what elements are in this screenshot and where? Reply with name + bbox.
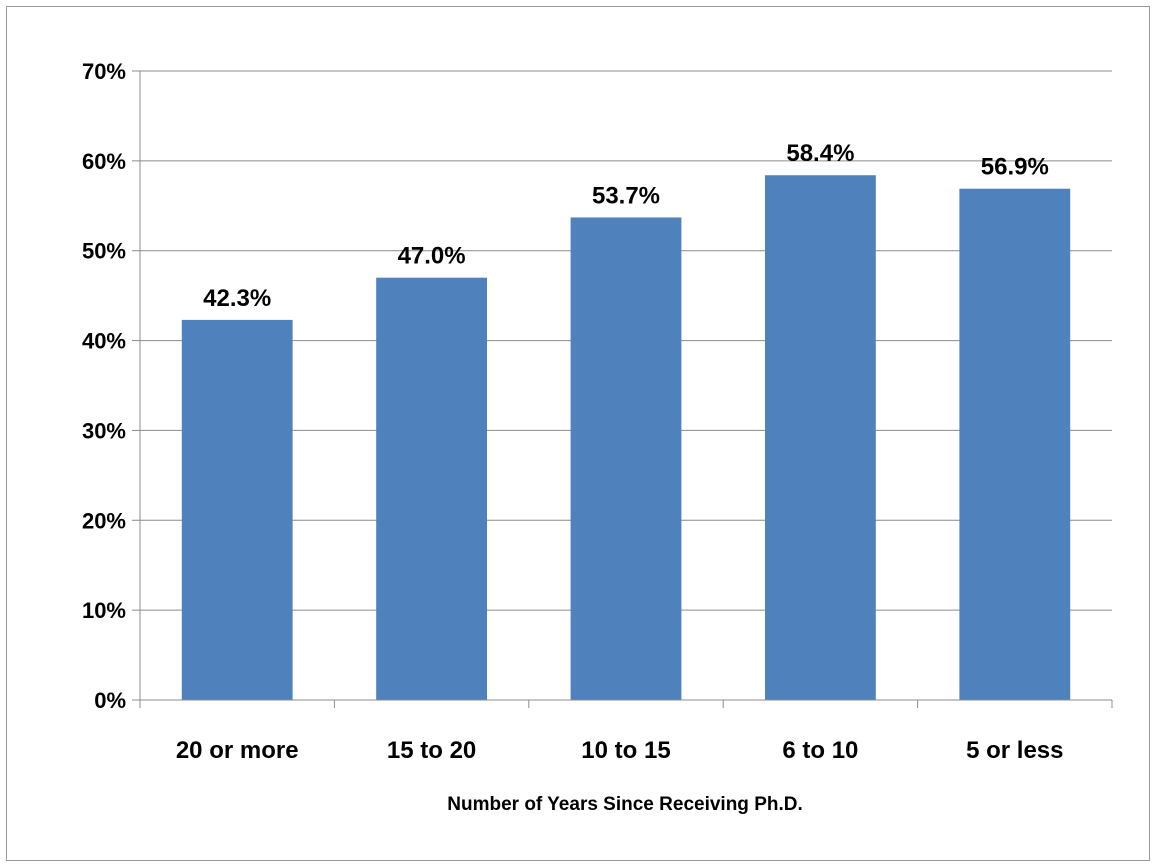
- y-tick-label: 50%: [82, 239, 126, 264]
- bar: [959, 188, 1071, 700]
- x-category-label: 10 to 15: [581, 737, 670, 764]
- x-axis-title: Number of Years Since Receiving Ph.D.: [447, 794, 803, 815]
- bar: [181, 319, 293, 700]
- y-tick-label: 40%: [82, 329, 126, 354]
- y-tick-label: 60%: [82, 149, 126, 174]
- data-label: 47.0%: [398, 243, 466, 270]
- axes: [132, 70, 1113, 708]
- data-label: 56.9%: [981, 154, 1049, 181]
- x-category-label: 6 to 10: [782, 737, 858, 764]
- y-tick-label: 10%: [82, 598, 126, 623]
- data-label: 58.4%: [786, 140, 854, 167]
- bar: [376, 277, 488, 700]
- y-tick-label: 70%: [82, 59, 126, 84]
- data-label: 42.3%: [203, 285, 271, 312]
- y-tick-label: 20%: [82, 508, 126, 533]
- bars: [181, 175, 1071, 701]
- x-category-label: 15 to 20: [387, 737, 476, 764]
- x-category-label: 20 or more: [176, 737, 299, 764]
- bar: [764, 175, 876, 701]
- y-tick-label: 0%: [94, 688, 126, 713]
- labels: 0% 10% 20% 30% 40% 50% 60% 70% 42.3% 20 or more 47…: [82, 59, 1064, 764]
- x-category-label: 5 or less: [966, 737, 1063, 764]
- data-label: 53.7%: [592, 182, 660, 209]
- y-tick-label: 30%: [82, 418, 126, 443]
- bar: [570, 217, 682, 700]
